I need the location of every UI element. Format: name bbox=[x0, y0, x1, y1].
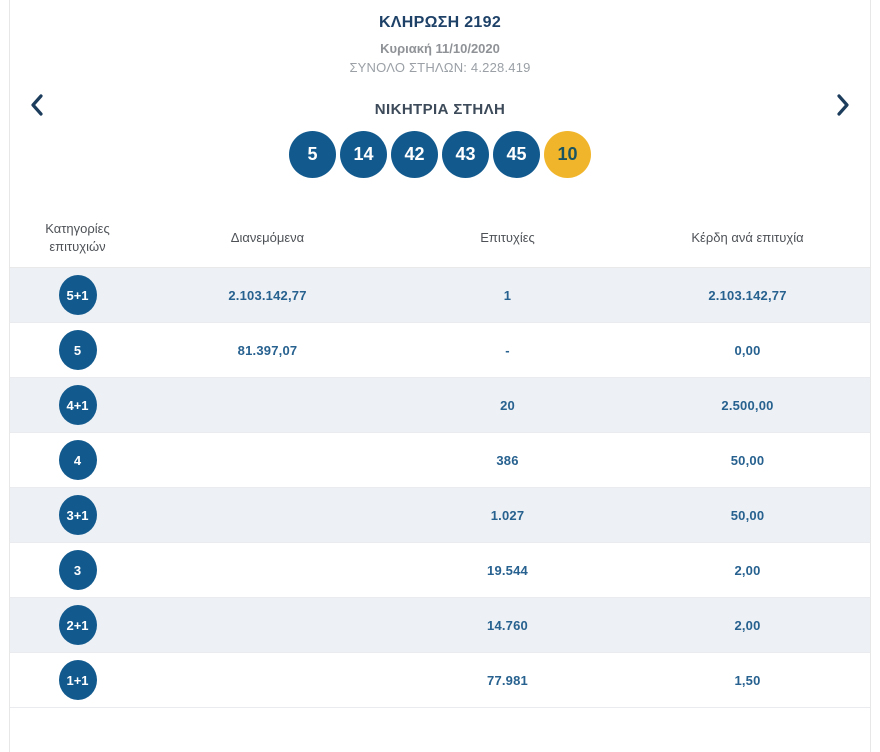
prize-value: 50,00 bbox=[730, 452, 765, 468]
bonus-number-ball: 10 bbox=[544, 131, 591, 178]
winners-value: - bbox=[505, 342, 510, 358]
table-row: 3 19.544 2,00 bbox=[10, 543, 870, 598]
table-row: 5 81.397,07 - 0,00 bbox=[10, 323, 870, 378]
prize-value: 2.500,00 bbox=[721, 397, 774, 413]
draw-date: Κυριακή 11/10/2020 bbox=[380, 41, 500, 56]
winning-column-label: ΝΙΚΗΤΡΙΑ ΣΤΗΛΗ bbox=[374, 101, 506, 118]
distributed-value: 81.397,07 bbox=[237, 342, 298, 358]
winning-number-ball: 5 bbox=[289, 131, 336, 178]
draw-header: ΚΛΗΡΩΣΗ 2192 Κυριακή 11/10/2020 ΣΥΝΟΛΟ Σ… bbox=[10, 14, 870, 75]
winning-number-ball: 14 bbox=[340, 131, 387, 178]
draw-total-columns: ΣΥΝΟΛΟ ΣΤΗΛΩΝ: 4.228.419 bbox=[349, 60, 531, 75]
draw-results-panel: ΚΛΗΡΩΣΗ 2192 Κυριακή 11/10/2020 ΣΥΝΟΛΟ Σ… bbox=[9, 0, 871, 752]
table-row: 2+1 14.760 2,00 bbox=[10, 598, 870, 653]
table-row: 3+1 1.027 50,00 bbox=[10, 488, 870, 543]
category-badge: 5 bbox=[58, 330, 97, 370]
winning-column-section: ΝΙΚΗΤΡΙΑ ΣΤΗΛΗ 5 14 42 43 45 10 bbox=[10, 101, 870, 178]
prize-table: Κατηγορίες επιτυχιών Διανεμόμενα Επιτυχί… bbox=[10, 208, 870, 708]
column-header-category: Κατηγορίες επιτυχιών bbox=[45, 220, 110, 254]
prize-value: 2,00 bbox=[734, 617, 761, 633]
prize-value: 1,50 bbox=[734, 672, 761, 688]
table-row: 4+1 20 2.500,00 bbox=[10, 378, 870, 433]
category-badge: 3+1 bbox=[58, 495, 97, 535]
winners-value: 77.981 bbox=[487, 672, 528, 688]
winners-value: 386 bbox=[496, 452, 519, 468]
winners-value: 19.544 bbox=[487, 562, 528, 578]
winning-numbers: 5 14 42 43 45 10 bbox=[10, 131, 870, 178]
prize-table-header: Κατηγορίες επιτυχιών Διανεμόμενα Επιτυχί… bbox=[10, 208, 870, 268]
winners-value: 1.027 bbox=[490, 507, 525, 523]
category-badge: 1+1 bbox=[58, 660, 97, 700]
previous-draw-button[interactable] bbox=[22, 89, 52, 121]
table-row: 1+1 77.981 1,50 bbox=[10, 653, 870, 708]
chevron-left-icon bbox=[29, 93, 45, 117]
winners-value: 1 bbox=[503, 287, 512, 303]
column-header-winners: Επιτυχίες bbox=[480, 229, 535, 245]
prize-value: 2,00 bbox=[734, 562, 761, 578]
next-draw-button[interactable] bbox=[828, 89, 858, 121]
draw-title: ΚΛΗΡΩΣΗ 2192 bbox=[378, 14, 502, 31]
table-row: 4 386 50,00 bbox=[10, 433, 870, 488]
category-badge: 2+1 bbox=[58, 605, 97, 645]
category-badge: 4+1 bbox=[58, 385, 97, 425]
winning-number-ball: 45 bbox=[493, 131, 540, 178]
category-badge: 4 bbox=[58, 440, 97, 480]
prize-value: 50,00 bbox=[730, 507, 765, 523]
category-badge: 5+1 bbox=[58, 275, 97, 315]
winners-value: 20 bbox=[500, 397, 515, 413]
column-header-prize: Κέρδη ανά επιτυχία bbox=[691, 229, 804, 245]
distributed-value: 2.103.142,77 bbox=[228, 287, 307, 303]
table-row: 5+1 2.103.142,77 1 2.103.142,77 bbox=[10, 268, 870, 323]
prize-value: 0,00 bbox=[734, 342, 761, 358]
winning-number-ball: 42 bbox=[391, 131, 438, 178]
winners-value: 14.760 bbox=[487, 617, 528, 633]
chevron-right-icon bbox=[835, 93, 851, 117]
column-header-distributed: Διανεμόμενα bbox=[230, 229, 305, 245]
category-badge: 3 bbox=[58, 550, 97, 590]
winning-number-ball: 43 bbox=[442, 131, 489, 178]
prize-value: 2.103.142,77 bbox=[708, 287, 787, 303]
